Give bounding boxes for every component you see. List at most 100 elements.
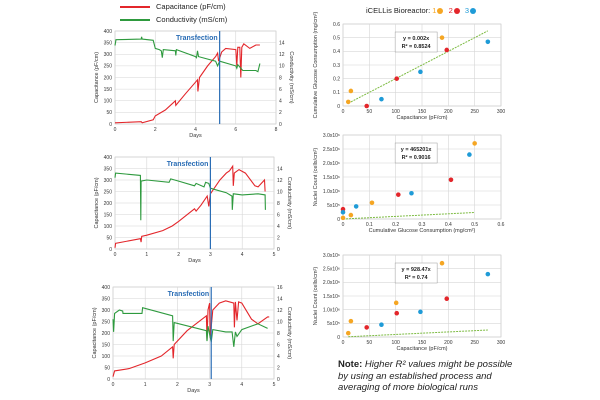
x-axis-label: Cumulative Glucose Consumption (mg/cm²) [369, 228, 476, 234]
data-point-bioreactor-3 [409, 190, 414, 196]
data-point-bioreactor-3 [485, 39, 491, 45]
data-point-bioreactor-2 [394, 310, 400, 316]
y2-tick-label: 4 [277, 354, 280, 360]
bioreactor-3-label: 3 [464, 6, 469, 15]
data-point-bioreactor-1 [340, 215, 346, 221]
y2-tick-label: 8 [277, 201, 280, 207]
y-tick-label: 1.0x10⁶ [323, 307, 340, 313]
y2-axis-label: Conductivity (mS/cm) [286, 307, 292, 359]
x-tick-label: 2 [177, 252, 180, 258]
x-tick-label: 0.6 [498, 222, 505, 228]
y-tick-label: 350 [104, 40, 113, 46]
data-point-bioreactor-3 [467, 152, 472, 157]
y-tick-label: 3.0x10⁶ [323, 253, 340, 259]
y-tick-label: 400 [102, 285, 111, 291]
trendline [348, 30, 489, 104]
y-tick-label: 0 [109, 122, 112, 128]
y-tick-label: 400 [104, 155, 113, 161]
y2-tick-label: 2 [279, 110, 282, 116]
y-tick-label: 3.0x10⁶ [323, 133, 340, 139]
x-tick-label: 150 [418, 340, 427, 346]
y-tick-label: 200 [102, 331, 111, 337]
data-point-bioreactor-2 [396, 192, 401, 197]
y-tick-label: 1.0x10⁶ [323, 189, 340, 195]
x-tick-label: 4 [241, 252, 244, 258]
x-tick-label: 5 [273, 382, 276, 388]
y2-tick-label: 2 [277, 235, 280, 241]
data-point-bioreactor-1 [345, 99, 351, 105]
x-tick-label: 0.1 [366, 222, 373, 228]
trendline-equation: y = 465201x [401, 147, 433, 153]
data-point-bioreactor-3 [379, 322, 384, 328]
capacitance-line [114, 42, 260, 124]
y-tick-label: 250 [104, 189, 113, 195]
trendline [348, 329, 488, 338]
y-tick-label: 0.4 [333, 49, 340, 55]
y-tick-label: 0.6 [333, 22, 340, 28]
x-tick-label: 0 [114, 252, 117, 258]
data-point-bioreactor-3 [418, 309, 423, 315]
note-text: Higher R² values might be possible by us… [338, 359, 513, 393]
y2-tick-label: 0 [279, 122, 282, 128]
x-tick-label: 2 [176, 382, 179, 388]
conductivity-line [112, 307, 268, 347]
y-tick-label: 150 [104, 212, 113, 218]
data-point-bioreactor-3 [340, 209, 346, 215]
y2-axis-label: Conductivity (mS/cm) [288, 51, 294, 103]
x-axis-label: Days [187, 388, 200, 394]
y-tick-label: 0 [337, 217, 340, 223]
data-point-bioreactor-1 [348, 212, 354, 218]
y-tick-label: 5x10⁵ [327, 203, 340, 209]
chart-4: 0 50 100 150 200 250 300 0 0.1 0.2 0.3 0.4 0.5 0.6 Cap… [313, 12, 505, 121]
data-point-bioreactor-3 [485, 271, 491, 277]
legend-label: Capacitance (pF/cm) [156, 2, 226, 11]
x-axis-label: Days [189, 133, 202, 139]
x-tick-label: 4 [194, 127, 197, 133]
note-label: Note: [338, 359, 363, 370]
y2-tick-label: 8 [277, 331, 280, 337]
chart-1: 0 2 4 6 8050100150200250300350400DaysCapacit… [94, 29, 294, 139]
trendline-r2: R² = 0.8524 [402, 43, 432, 50]
data-point-bioreactor-1 [348, 88, 354, 94]
y-tick-label: 300 [102, 308, 111, 314]
y2-tick-label: 12 [277, 178, 283, 184]
x-tick-label: 1 [144, 382, 147, 388]
conductivity-swatch [120, 18, 150, 21]
y-axis-label: Capacitance (pF/cm) [94, 177, 100, 228]
x-tick-label: 0 [342, 222, 345, 228]
chart-3: 0 1 2 3 4 5050100150200250300350400DaysCapaci… [92, 285, 292, 394]
y-axis-label: Nuclei Count (cells/cm²) [313, 267, 319, 326]
y-tick-label: 0 [109, 247, 112, 253]
y2-tick-label: 10 [279, 64, 285, 70]
data-point-bioreactor-3 [379, 96, 384, 102]
equation-box [394, 262, 438, 284]
transfection-label: Transfection [176, 35, 218, 42]
line-legend: Capacitance (pF/cm) Conductivity (mS/cm) [120, 0, 227, 26]
bioreactor-2-dot [453, 8, 460, 15]
y2-tick-label: 14 [279, 40, 285, 46]
note: Note: Higher R² values might be possible… [338, 359, 523, 394]
y-axis-label: Cumulative Glucose Consumption (mg/cm²) [313, 12, 319, 119]
y-tick-label: 0.5 [333, 35, 340, 41]
y-tick-label: 1.5x10⁶ [323, 294, 340, 300]
chart-2: 0 1 2 3 4 5050100150200250300350400DaysCapaci… [94, 155, 292, 264]
y-tick-label: 100 [104, 224, 113, 230]
data-point-bioreactor-2 [448, 177, 454, 183]
y2-tick-label: 10 [277, 319, 283, 325]
trendline-r2: R² = 0.9016 [402, 154, 431, 161]
bioreactor-3-dot [470, 8, 476, 15]
y-tick-label: 150 [104, 87, 113, 93]
y-axis-label: Capacitance (pF/cm) [92, 307, 98, 358]
conductivity-line [114, 36, 261, 73]
conductivity-line [114, 172, 266, 221]
trendline-equation: y = 0.002x [403, 36, 430, 42]
data-point-bioreactor-2 [394, 76, 400, 81]
x-tick-label: 50 [367, 109, 373, 115]
y2-tick-label: 8 [279, 75, 282, 81]
y-tick-label: 300 [104, 52, 113, 58]
y2-tick-label: 14 [277, 166, 283, 172]
x-tick-label: 150 [418, 109, 427, 115]
y2-tick-label: 4 [277, 224, 280, 230]
y-axis-label: Capacitance (pF/cm) [94, 52, 100, 103]
